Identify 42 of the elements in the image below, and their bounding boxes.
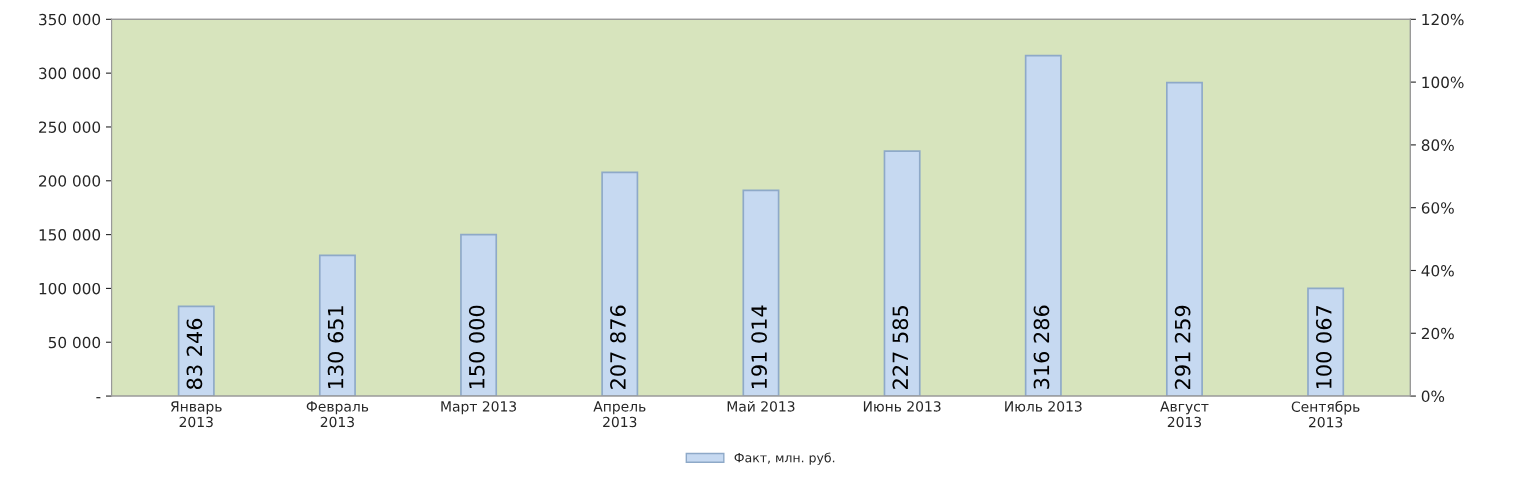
y-tick-label: 300 000: [39, 67, 101, 80]
x-tick-label: Июнь 2013: [863, 401, 941, 412]
y2-tick-label: 20%: [1421, 327, 1454, 340]
data-label: 83 246: [186, 318, 203, 389]
x-tick-label: Январь 2013: [170, 401, 222, 428]
y-tick-label: 50 000: [48, 336, 101, 349]
legend-label: Факт, млн. руб.: [734, 452, 835, 465]
bar: [318, 254, 356, 397]
y2-tick-label: 0%: [1421, 390, 1445, 403]
x-tick-label: Сентябрь 2013: [1291, 400, 1360, 428]
bar: [1165, 81, 1203, 397]
y-tick-label: 350 000: [39, 13, 101, 26]
x-tick-label: Июль 2013: [1005, 401, 1082, 412]
x-tick-label: Август 2013: [1160, 401, 1209, 428]
y2-tick-label: 40%: [1421, 264, 1454, 277]
bar: [742, 189, 780, 397]
bar: [601, 171, 639, 397]
x-tick-label: Апрель 2013: [593, 401, 646, 428]
x-tick-label: Февраль 2013: [306, 401, 369, 428]
y2-tick-label: 100%: [1422, 76, 1464, 89]
y-tick-label: 250 000: [39, 121, 101, 133]
y-tick-label: 150 000: [39, 229, 101, 241]
bar: [883, 150, 921, 397]
data-label: 130 651: [327, 306, 344, 389]
bar: [1307, 287, 1345, 397]
y-tick-label: -: [96, 397, 101, 399]
data-label: 207 876: [610, 305, 626, 389]
y2-tick-label: 60%: [1421, 202, 1454, 214]
data-label: 191 014: [751, 305, 767, 389]
x-tick-label: Май 2013: [727, 400, 795, 412]
data-label: 100 067: [1315, 306, 1332, 389]
data-label: 150 000: [468, 305, 485, 389]
y-tick-label: 200 000: [39, 175, 101, 187]
data-label: 291 259: [1174, 305, 1191, 389]
x-tick-label: Март 2013: [441, 401, 517, 415]
y-tick-label: 100 000: [39, 282, 101, 295]
bar: [1024, 54, 1062, 397]
y2-tick-label: 80%: [1421, 139, 1454, 151]
data-label: 227 585: [892, 306, 909, 389]
data-label: 316 286: [1033, 305, 1050, 389]
bar: [460, 233, 498, 397]
y2-tick-label: 120%: [1422, 13, 1464, 26]
